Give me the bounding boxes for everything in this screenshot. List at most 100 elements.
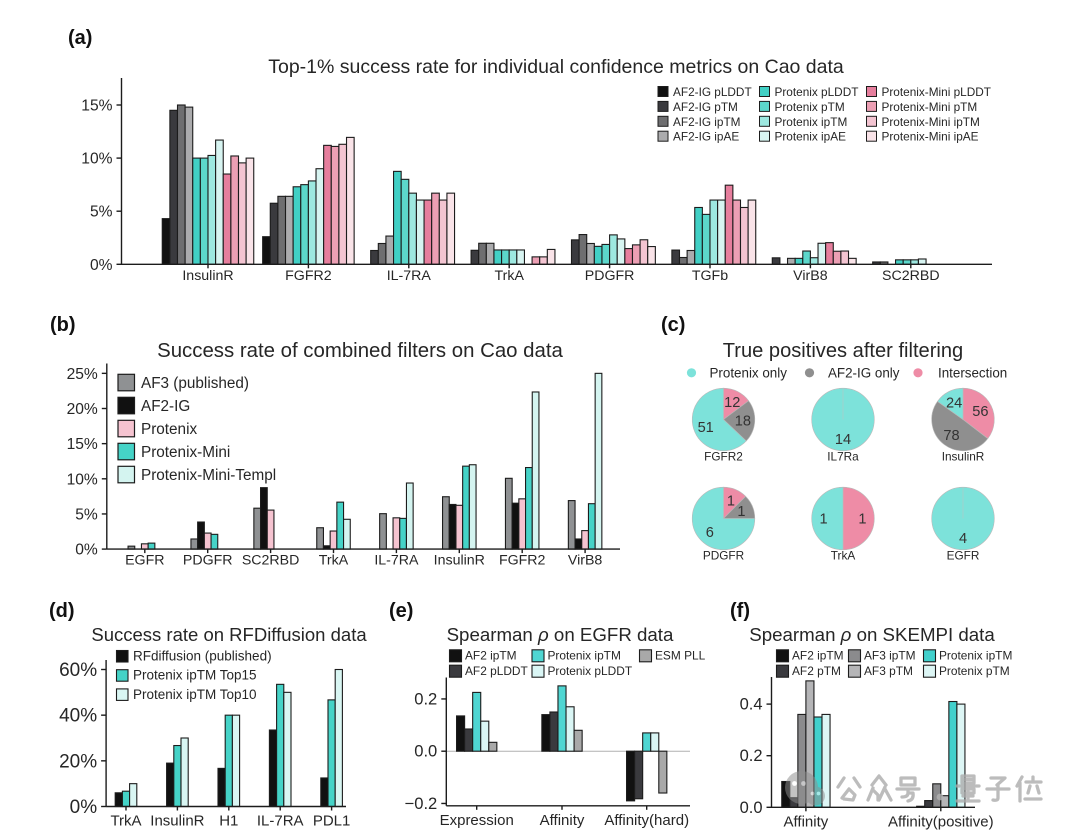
svg-text:AF2-IG: AF2-IG	[141, 398, 190, 415]
svg-text:Protenix ipTM: Protenix ipTM	[775, 115, 848, 129]
svg-text:15%: 15%	[67, 436, 98, 453]
svg-text:RFdiffusion (published): RFdiffusion (published)	[133, 649, 272, 664]
svg-text:−0.2: −0.2	[405, 794, 438, 813]
svg-text:Spearman ρ on SKEMPI data: Spearman ρ on SKEMPI data	[749, 624, 995, 645]
svg-text:PDL1: PDL1	[313, 813, 351, 830]
svg-text:4: 4	[959, 531, 967, 547]
svg-text:PDGFR: PDGFR	[585, 268, 635, 284]
svg-text:12: 12	[724, 395, 740, 411]
svg-text:(b): (b)	[50, 314, 76, 336]
svg-text:TGFb: TGFb	[692, 268, 728, 284]
svg-text:Intersection: Intersection	[938, 365, 1007, 380]
svg-text:15%: 15%	[81, 98, 112, 115]
svg-text:AF2 ipTM: AF2 ipTM	[465, 648, 517, 662]
svg-text:SC2RBD: SC2RBD	[242, 553, 300, 569]
svg-text:0.2: 0.2	[740, 747, 763, 765]
svg-text:0.0: 0.0	[740, 799, 763, 817]
svg-text:H1: H1	[219, 813, 238, 830]
svg-text:10%: 10%	[67, 471, 98, 488]
svg-text:AF3 pTM: AF3 pTM	[864, 664, 913, 678]
svg-text:1: 1	[820, 512, 828, 528]
svg-text:TrkA: TrkA	[110, 813, 141, 830]
svg-text:Protenix-Mini ipTM: Protenix-Mini ipTM	[882, 115, 980, 129]
svg-text:Success rate of combined filte: Success rate of combined filters on Cao …	[157, 340, 563, 362]
svg-text:Expression: Expression	[440, 812, 514, 829]
svg-text:Protenix ipTM: Protenix ipTM	[939, 648, 1012, 662]
svg-text:Protenix ipAE: Protenix ipAE	[775, 130, 847, 144]
svg-text:Protenix ipTM Top15: Protenix ipTM Top15	[133, 668, 257, 683]
svg-text:18: 18	[735, 414, 751, 430]
svg-text:56: 56	[972, 404, 988, 420]
svg-text:AF2 ipTM: AF2 ipTM	[792, 648, 844, 662]
svg-text:Protenix pTM: Protenix pTM	[939, 664, 1010, 678]
svg-text:TrkA: TrkA	[319, 553, 349, 569]
svg-text:VirB8: VirB8	[568, 553, 603, 569]
svg-text:FGFR2: FGFR2	[704, 449, 743, 463]
svg-text:AF2-IG pTM: AF2-IG pTM	[673, 100, 738, 114]
svg-text:(f): (f)	[730, 600, 750, 622]
svg-text:6: 6	[706, 525, 714, 541]
svg-text:TrkA: TrkA	[831, 548, 856, 562]
svg-text:14: 14	[835, 432, 851, 448]
svg-text:20%: 20%	[59, 751, 97, 772]
svg-text:0%: 0%	[70, 797, 98, 818]
svg-text:Protenix: Protenix	[141, 421, 197, 438]
svg-text:AF2-IG only: AF2-IG only	[828, 365, 900, 380]
svg-text:ESM PLL: ESM PLL	[655, 648, 706, 662]
svg-text:Spearman ρ on EGFR data: Spearman ρ on EGFR data	[447, 624, 674, 645]
svg-text:78: 78	[943, 428, 959, 444]
svg-text:0.4: 0.4	[740, 696, 763, 714]
svg-text:1: 1	[727, 494, 735, 510]
svg-text:Protenix pTM: Protenix pTM	[775, 100, 845, 114]
svg-text:IL7Ra: IL7Ra	[827, 449, 859, 463]
svg-text:PDGFR: PDGFR	[703, 548, 744, 562]
svg-text:PDGFR: PDGFR	[183, 553, 233, 569]
svg-text:IL-7RA: IL-7RA	[374, 553, 419, 569]
svg-text:(e): (e)	[389, 600, 413, 622]
svg-text:EGFR: EGFR	[947, 548, 980, 562]
svg-text:Protenix ipTM: Protenix ipTM	[548, 648, 621, 662]
svg-text:InsulinR: InsulinR	[150, 813, 204, 830]
svg-text:Protenix-Mini ipAE: Protenix-Mini ipAE	[882, 130, 979, 144]
svg-text:(d): (d)	[49, 600, 75, 622]
svg-text:Protenix ipTM Top10: Protenix ipTM Top10	[133, 687, 257, 702]
svg-text:EGFR: EGFR	[125, 553, 164, 569]
svg-text:0.2: 0.2	[414, 689, 437, 708]
svg-text:TrkA: TrkA	[494, 268, 524, 284]
svg-text:InsulinR: InsulinR	[942, 449, 985, 463]
svg-text:51: 51	[698, 420, 714, 436]
svg-text:AF2-IG ipAE: AF2-IG ipAE	[673, 130, 739, 144]
svg-text:AF2 pTM: AF2 pTM	[792, 664, 841, 678]
svg-text:40%: 40%	[59, 706, 97, 727]
svg-text:Protenix-Mini pTM: Protenix-Mini pTM	[882, 100, 978, 114]
svg-text:AF3 ipTM: AF3 ipTM	[864, 648, 916, 662]
svg-text:Protenix pLDDT: Protenix pLDDT	[775, 85, 859, 99]
svg-text:InsulinR: InsulinR	[182, 268, 233, 284]
svg-text:Success rate on RFDiffusion da: Success rate on RFDiffusion data	[91, 624, 367, 645]
svg-text:AF2-IG ipTM: AF2-IG ipTM	[673, 115, 741, 129]
svg-text:InsulinR: InsulinR	[434, 553, 485, 569]
svg-text:IL-7RA: IL-7RA	[257, 813, 304, 830]
svg-text:25%: 25%	[67, 366, 98, 383]
svg-text:1: 1	[737, 504, 745, 520]
svg-text:Protenix-Mini pLDDT: Protenix-Mini pLDDT	[882, 85, 991, 99]
svg-text:(a): (a)	[68, 27, 92, 49]
svg-text:Top-1% success rate for indivi: Top-1% success rate for individual confi…	[268, 56, 844, 78]
svg-text:0%: 0%	[90, 257, 113, 274]
svg-text:Protenix pLDDT: Protenix pLDDT	[548, 664, 633, 678]
svg-text:10%: 10%	[81, 151, 112, 168]
svg-text:AF2 pLDDT: AF2 pLDDT	[465, 664, 528, 678]
svg-text:Affinity(hard): Affinity(hard)	[604, 812, 689, 829]
svg-text:60%: 60%	[59, 660, 97, 681]
svg-text:5%: 5%	[75, 506, 98, 523]
svg-text:0%: 0%	[75, 542, 98, 559]
svg-text:FGFR2: FGFR2	[285, 268, 332, 284]
svg-text:SC2RBD: SC2RBD	[882, 268, 940, 284]
svg-text:Affinity(positive): Affinity(positive)	[888, 813, 994, 830]
svg-text:Affinity: Affinity	[784, 813, 829, 830]
svg-text:Protenix-Mini: Protenix-Mini	[141, 444, 230, 461]
svg-text:Protenix only: Protenix only	[710, 365, 788, 380]
svg-text:Affinity: Affinity	[540, 812, 585, 829]
svg-text:Protenix-Mini-Templ: Protenix-Mini-Templ	[141, 467, 276, 484]
svg-text:IL-7RA: IL-7RA	[387, 268, 432, 284]
